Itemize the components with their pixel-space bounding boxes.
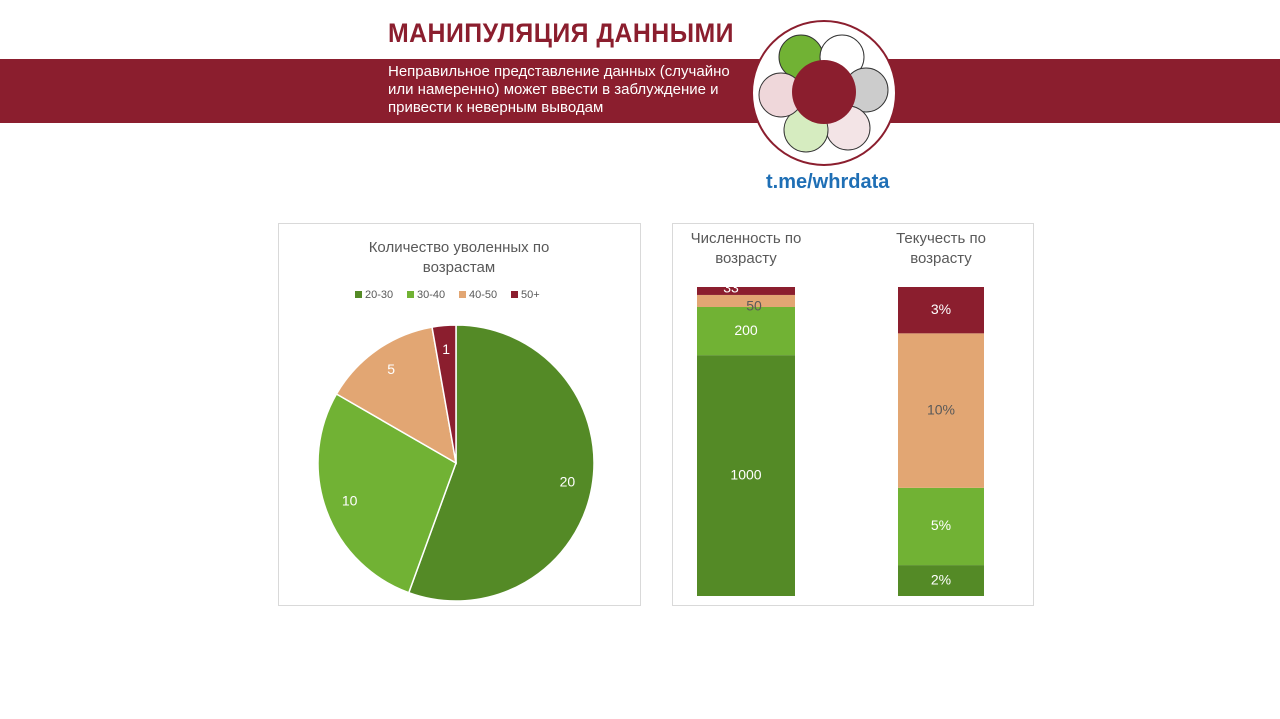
legend-label: 50+ bbox=[521, 289, 540, 301]
chart-title: Количество уволенных по возрастам bbox=[368, 239, 550, 276]
bar-segment bbox=[697, 294, 795, 307]
data-label: 5% bbox=[931, 517, 951, 533]
bar-segment bbox=[898, 333, 984, 488]
data-label: 2% bbox=[931, 571, 951, 587]
legend-label: 20-30 bbox=[365, 289, 393, 301]
legend-label: 30-40 bbox=[417, 289, 445, 301]
data-label: 3% bbox=[931, 301, 951, 317]
bar-segment bbox=[697, 306, 795, 356]
bar-panel bbox=[672, 223, 1034, 606]
data-label: 10 bbox=[342, 492, 358, 508]
data-label: 1 bbox=[442, 341, 450, 357]
data-label: 10% bbox=[927, 401, 955, 417]
header-band bbox=[0, 59, 1280, 123]
data-label: 5 bbox=[387, 361, 395, 377]
data-label: 20 bbox=[560, 473, 576, 489]
title: МАНИПУЛЯЦИЯ ДАННЫМИ bbox=[388, 18, 734, 48]
legend-label: 40-50 bbox=[469, 289, 497, 301]
data-label: 50 bbox=[746, 298, 762, 314]
category-label: Численность по возрасту bbox=[690, 230, 802, 267]
pie-slice bbox=[335, 326, 458, 465]
bar-segment bbox=[898, 487, 984, 566]
subtitle: Неправильное представление данных (случа… bbox=[388, 63, 730, 116]
data-label: 200 bbox=[734, 322, 758, 338]
legend-swatch bbox=[407, 291, 414, 298]
bar-segment bbox=[898, 287, 984, 334]
link[interactable]: t.me/whrdata bbox=[766, 171, 890, 193]
data-label: 1000 bbox=[730, 466, 761, 482]
legend-swatch bbox=[459, 291, 466, 298]
logo bbox=[751, 20, 897, 166]
bar-segment bbox=[697, 355, 795, 596]
legend-swatch bbox=[511, 291, 518, 298]
bar-segment bbox=[898, 565, 984, 596]
bar-segment bbox=[697, 287, 795, 295]
pie-slice bbox=[431, 324, 457, 464]
pie-panel bbox=[278, 223, 641, 606]
category-label: Текучесть по возрасту bbox=[896, 230, 986, 267]
legend-swatch bbox=[355, 291, 362, 298]
data-label: 33 bbox=[723, 280, 739, 296]
pie-slice bbox=[407, 324, 595, 602]
